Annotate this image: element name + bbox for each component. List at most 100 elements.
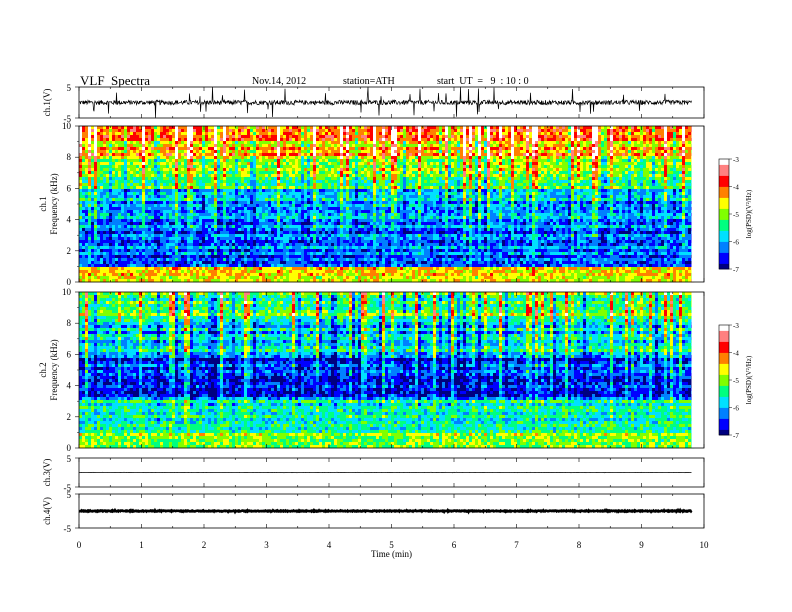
spectrogram-cell (658, 192, 662, 196)
spectrogram-cell (625, 132, 629, 136)
spectrogram-cell (154, 189, 158, 193)
spectrogram-cell (304, 168, 308, 172)
spectrogram-cell (256, 150, 260, 154)
spectrogram-cell (97, 144, 101, 148)
spectrogram-cell (343, 132, 347, 136)
spectrogram-cell (457, 168, 461, 172)
spectrogram-cell (109, 159, 113, 163)
spectrogram-cell (88, 153, 92, 157)
spectrogram-cell (655, 135, 659, 139)
spectrogram-cell (139, 150, 143, 154)
spectrogram-cell (319, 138, 323, 142)
spectrogram-cell (631, 189, 635, 193)
spectrogram-cell (301, 147, 305, 151)
spectrogram-cell (397, 168, 401, 172)
spectrogram-cell (502, 186, 506, 190)
spectrogram-cell (388, 138, 392, 142)
spectrogram-cell (259, 153, 263, 157)
spectrogram-cell (595, 141, 599, 145)
spectrogram-cell (106, 192, 110, 196)
spectrogram-cell (424, 129, 428, 133)
spectrogram-cell (448, 135, 452, 139)
spectrogram-cell (412, 138, 416, 142)
spectrogram-cell (409, 159, 413, 163)
spectrogram-cell (229, 186, 233, 190)
spectrogram-cell (451, 165, 455, 169)
spectrogram-cell (130, 159, 134, 163)
spectrogram-cell (472, 168, 476, 172)
spectrogram-cell (121, 153, 125, 157)
spectrogram-cell (343, 135, 347, 139)
spectrogram-cell (682, 171, 686, 175)
spectrogram-cell (220, 177, 224, 181)
spectrogram-cell (559, 135, 563, 139)
spectrogram-cell (424, 186, 428, 190)
spectrogram-cell (457, 171, 461, 175)
spectrogram-cell (529, 144, 533, 148)
spectrogram-cell (532, 141, 536, 145)
spectrogram-cell (532, 186, 536, 190)
spectrogram-cell (418, 141, 422, 145)
spectrogram-cell (688, 150, 692, 154)
spectrogram-cell (238, 168, 242, 172)
spectrogram-cell (634, 132, 638, 136)
spectrogram-cell (112, 144, 116, 148)
spectrogram-cell (430, 171, 434, 175)
spectrogram-cell (226, 153, 230, 157)
spectrogram-cell (490, 147, 494, 151)
spectrogram-cell (121, 150, 125, 154)
spectrogram-cell (241, 174, 245, 178)
spectrogram-cell (202, 132, 206, 136)
spectrogram-cell (184, 126, 188, 130)
spectrogram-cell (583, 192, 587, 196)
spectrogram-cell (583, 147, 587, 151)
spectrogram-cell (184, 132, 188, 136)
spectrogram-cell (334, 138, 338, 142)
spectrogram-cell (256, 135, 260, 139)
spectrogram-cell (85, 141, 89, 145)
spectrogram-cell (85, 159, 89, 163)
spectrogram-cell (442, 165, 446, 169)
spectrogram-cell (514, 141, 518, 145)
spectrogram-cell (82, 156, 86, 160)
spectrogram-cell (160, 150, 164, 154)
spectrogram-cell (520, 177, 524, 181)
spectrogram-cell (460, 144, 464, 148)
spectrogram-cell (475, 153, 479, 157)
spectrogram-cell (406, 150, 410, 154)
spectrogram-cell (637, 156, 641, 160)
spectrogram-cell (181, 171, 185, 175)
spectrogram-cell (154, 144, 158, 148)
spectrogram-cell (658, 144, 662, 148)
spectrogram-cell (343, 126, 347, 130)
spectrogram-cell (340, 186, 344, 190)
spectrogram-cell (508, 153, 512, 157)
spectrogram-cell (109, 180, 113, 184)
spectrogram-cell (637, 177, 641, 181)
spectrogram-cell (151, 186, 155, 190)
spectrogram-cell (664, 159, 668, 163)
spectrogram-cell (208, 156, 212, 160)
spectrogram-cell (478, 174, 482, 178)
spectrogram-cell (112, 129, 116, 133)
spectrogram-cell (433, 168, 437, 172)
spectrogram-cell (349, 147, 353, 151)
spectrogram-cell (595, 186, 599, 190)
spectrogram-cell (679, 189, 683, 193)
spectrogram-cell (205, 132, 209, 136)
spectrogram-cell (223, 141, 227, 145)
spectrogram-cell (643, 132, 647, 136)
spectrogram-cell (421, 165, 425, 169)
spectrogram-cell (400, 147, 404, 151)
spectrogram-cell (553, 180, 557, 184)
spectrogram-cell (208, 174, 212, 178)
spectrogram-cell (361, 147, 365, 151)
spectrogram-cell (184, 186, 188, 190)
spectrogram-cell (631, 135, 635, 139)
spectrogram-cell (223, 180, 227, 184)
spectrogram-cell (469, 180, 473, 184)
spectrogram-cell (460, 141, 464, 145)
spectrogram-cell (622, 171, 626, 175)
spectrogram-cell (145, 156, 149, 160)
spectrogram-cell (508, 132, 512, 136)
